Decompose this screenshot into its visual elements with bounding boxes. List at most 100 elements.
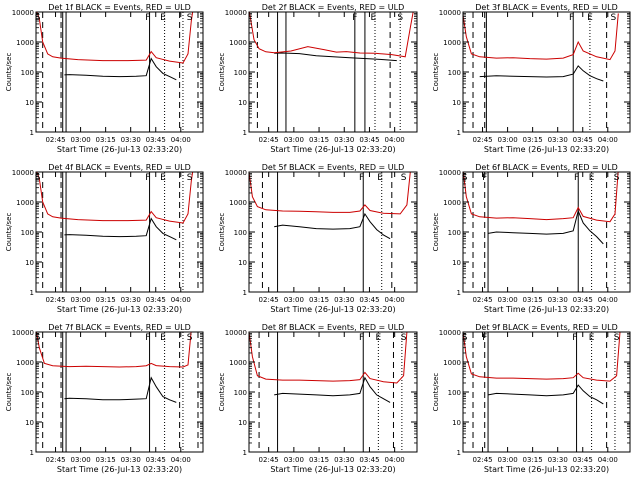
event-letter: F bbox=[569, 13, 574, 23]
series-line-uld bbox=[463, 13, 619, 61]
event-letter: F bbox=[145, 333, 150, 343]
x-tick-label: 02:45 bbox=[259, 296, 279, 304]
y-tick-label: 1000 bbox=[443, 39, 461, 47]
detector-panel-1: Det 1f BLACK = Events, RED = ULD Counts/s… bbox=[5, 3, 204, 154]
y-tick-label: 100 bbox=[234, 229, 247, 237]
event-letter: S bbox=[187, 173, 193, 183]
event-letter: S bbox=[462, 173, 468, 183]
y-axis-label: Counts/sec bbox=[432, 373, 440, 412]
y-tick-label: 1000 bbox=[229, 39, 247, 47]
x-tick-label: 03:00 bbox=[497, 136, 517, 144]
panel-title: Det 9f BLACK = Events, RED = ULD bbox=[475, 323, 618, 332]
event-letter: E bbox=[589, 173, 595, 183]
event-letter: F bbox=[572, 333, 577, 343]
x-tick-label: 03:45 bbox=[573, 456, 593, 464]
x-tick-label: 04:00 bbox=[598, 136, 618, 144]
series-line-uld bbox=[36, 332, 192, 368]
series-line-events bbox=[488, 384, 604, 405]
y-axis-label: Counts/sec bbox=[5, 53, 13, 92]
series-line-uld bbox=[249, 172, 411, 215]
x-tick-label: 03:30 bbox=[334, 296, 354, 304]
x-tick-label: 04:00 bbox=[171, 296, 191, 304]
y-tick-label: 100 bbox=[448, 389, 461, 397]
y-tick-label: 10 bbox=[452, 259, 461, 267]
event-letter: S bbox=[397, 13, 403, 23]
panel-title: Det 8f BLACK = Events, RED = ULD bbox=[262, 323, 405, 332]
series-line-uld bbox=[463, 332, 621, 382]
y-tick-label: 10 bbox=[238, 99, 247, 107]
x-tick-label: 03:15 bbox=[523, 456, 543, 464]
panel-title: Det 1f BLACK = Events, RED = ULD bbox=[48, 3, 191, 12]
plot-frame bbox=[248, 331, 418, 453]
y-tick-label: 1000 bbox=[443, 359, 461, 367]
x-axis-label: Start Time (26-Jul-13 02:33:20) bbox=[270, 145, 395, 154]
panel-title: Det 2f BLACK = Events, RED = ULD bbox=[262, 3, 405, 12]
series-line-uld bbox=[463, 172, 619, 223]
series-line-events bbox=[64, 57, 177, 81]
series-line-events bbox=[479, 65, 604, 82]
x-tick-label: 04:00 bbox=[385, 296, 405, 304]
event-letter: S bbox=[35, 333, 41, 343]
y-tick-label: 1 bbox=[30, 449, 34, 457]
x-tick-label: 04:00 bbox=[385, 456, 405, 464]
y-axis-label: Counts/sec bbox=[432, 53, 440, 92]
y-tick-label: 10000 bbox=[439, 169, 461, 177]
x-tick-label: 02:45 bbox=[472, 296, 492, 304]
plot-area bbox=[249, 172, 411, 292]
x-tick-label: 03:15 bbox=[523, 136, 543, 144]
event-letter: S bbox=[187, 333, 193, 343]
event-letter: F bbox=[145, 173, 150, 183]
series-line-events bbox=[274, 376, 391, 403]
x-axis-label: Start Time (26-Jul-13 02:33:20) bbox=[57, 465, 182, 474]
plot-area bbox=[36, 332, 199, 452]
y-tick-label: 10000 bbox=[12, 329, 34, 337]
y-tick-label: 1000 bbox=[443, 199, 461, 207]
y-tick-label: 10000 bbox=[12, 169, 34, 177]
x-tick-label: 03:45 bbox=[359, 456, 379, 464]
x-tick-label: 03:00 bbox=[284, 136, 304, 144]
plot-area bbox=[249, 12, 414, 132]
y-tick-label: 10 bbox=[452, 419, 461, 427]
series-line-events bbox=[274, 52, 397, 62]
y-tick-label: 10000 bbox=[225, 329, 247, 337]
x-axis-label: Start Time (26-Jul-13 02:33:20) bbox=[484, 145, 609, 154]
x-tick-label: 03:15 bbox=[96, 296, 116, 304]
x-tick-label: 02:45 bbox=[45, 456, 65, 464]
panel-title: Det 5f BLACK = Events, RED = ULD bbox=[262, 163, 405, 172]
y-tick-label: 10000 bbox=[439, 9, 461, 17]
y-tick-label: 1 bbox=[30, 129, 34, 137]
event-letter: E bbox=[589, 333, 595, 343]
series-line-events bbox=[64, 376, 177, 403]
x-tick-label: 03:45 bbox=[359, 136, 379, 144]
detector-panel-3: Det 3f BLACK = Events, RED = ULD Counts/s… bbox=[432, 3, 631, 154]
event-letter: F bbox=[482, 173, 487, 183]
event-letter: S bbox=[187, 13, 193, 23]
y-tick-label: 10 bbox=[238, 259, 247, 267]
event-letter: S bbox=[614, 173, 620, 183]
series-line-events bbox=[488, 209, 604, 245]
detector-panel-2: Det 2f BLACK = Events, RED = ULD Counts/s… bbox=[218, 3, 418, 154]
x-tick-label: 02:45 bbox=[259, 456, 279, 464]
panel-title: Det 7f BLACK = Events, RED = ULD bbox=[48, 323, 191, 332]
y-tick-label: 100 bbox=[21, 69, 34, 77]
event-letter: F bbox=[359, 333, 364, 343]
event-letter: E bbox=[587, 13, 593, 23]
series-line-uld bbox=[36, 172, 194, 224]
event-letter: S bbox=[401, 333, 407, 343]
y-tick-label: 1 bbox=[243, 449, 247, 457]
x-axis-label: Start Time (26-Jul-13 02:33:20) bbox=[484, 465, 609, 474]
x-axis-label: Start Time (26-Jul-13 02:33:20) bbox=[270, 465, 395, 474]
x-tick-label: 03:15 bbox=[309, 136, 329, 144]
event-letter: E bbox=[160, 173, 166, 183]
event-letter: F bbox=[574, 173, 579, 183]
x-tick-label: 02:45 bbox=[45, 296, 65, 304]
event-letter: F bbox=[482, 333, 487, 343]
x-axis-label: Start Time (26-Jul-13 02:33:20) bbox=[270, 305, 395, 314]
x-tick-label: 03:00 bbox=[70, 456, 90, 464]
x-axis-label: Start Time (26-Jul-13 02:33:20) bbox=[57, 145, 182, 154]
panel-title: Det 4f BLACK = Events, RED = ULD bbox=[48, 163, 191, 172]
y-tick-label: 1 bbox=[243, 289, 247, 297]
y-tick-label: 10000 bbox=[225, 9, 247, 17]
series-line-uld bbox=[36, 12, 194, 64]
